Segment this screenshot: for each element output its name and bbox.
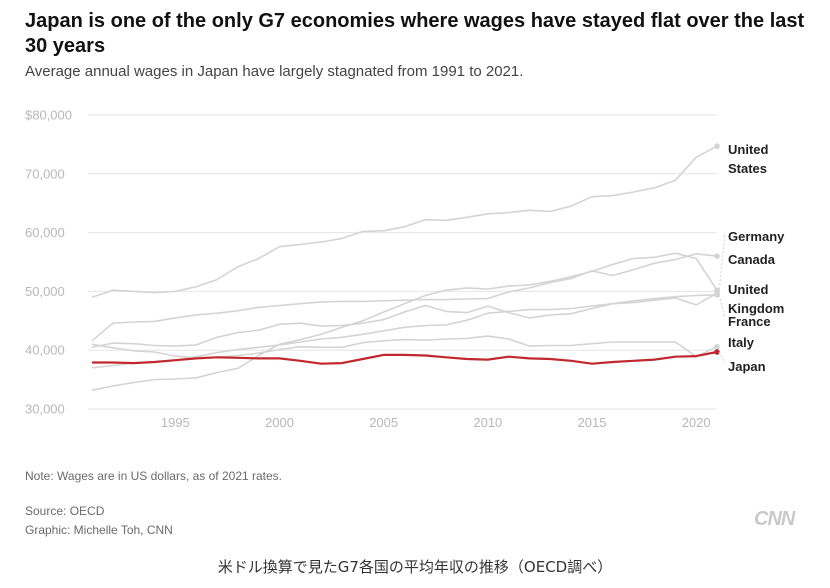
x-tick-label: 2020 — [682, 415, 711, 430]
x-tick-label: 2015 — [578, 415, 607, 430]
series-endpoint-italy — [714, 343, 720, 350]
x-tick-label: 2000 — [265, 415, 294, 430]
series-label-japan: Japan — [728, 359, 766, 374]
series-label-line: Kingdom — [728, 301, 784, 316]
series-labels: United States Germany Canada United KingdomFr… — [718, 142, 785, 374]
chart-note: Note: Wages are in US dollars, as of 202… — [25, 469, 283, 483]
grid-lines — [88, 114, 717, 410]
x-tick-label: 1995 — [161, 415, 190, 430]
series-endpoint-united-states — [714, 143, 720, 149]
source-text: Source: OECD — [25, 504, 105, 518]
series-label-line: United — [728, 142, 769, 157]
series-line-france — [91, 294, 718, 369]
label-leader-france — [718, 294, 726, 319]
series-label-united-kingdom: United Kingdom — [728, 282, 784, 316]
series-label-united-states: United States — [728, 142, 769, 176]
series-line-united-states — [91, 145, 718, 299]
x-tick-label: 2005 — [369, 415, 398, 430]
series-label-line: Japan — [728, 359, 766, 374]
x-tick-label: 2010 — [473, 415, 502, 430]
cnn-logo: CNN — [754, 508, 795, 530]
series-line-japan — [92, 350, 718, 365]
series-line-united-kingdom — [91, 252, 718, 391]
image-caption: 米ドル換算で見たG7各国の平均年収の推移（OECD調べ） — [217, 558, 613, 576]
series-endpoint-france — [714, 292, 720, 298]
series-label-line: Italy — [728, 335, 755, 350]
series-line-canada — [91, 253, 718, 342]
series-label-line: France — [728, 314, 771, 329]
series-endpoint-japan — [714, 349, 720, 355]
graphic-credit: Graphic: Michelle Toh, CNN — [25, 523, 173, 537]
series-lines — [91, 143, 720, 391]
series-endpoint-canada — [714, 253, 720, 259]
y-tick-label: 60,000 — [25, 225, 65, 240]
y-tick-label: 70,000 — [25, 166, 65, 181]
series-label-line: Germany — [728, 229, 785, 244]
series-label-germany: Germany — [728, 229, 785, 244]
series-label-line: United — [728, 282, 769, 297]
chart-title: Japan is one of the only G7 economies wh… — [25, 10, 805, 57]
y-tick-label: 50,000 — [25, 284, 65, 299]
x-axis-ticks: 1995 2000 2005 2010 2015 2020 — [161, 415, 711, 430]
y-tick-label: $80,000 — [25, 108, 72, 123]
series-label-italy: Italy — [728, 335, 755, 350]
y-axis-ticks: 30,000 40,000 50,000 60,000 70,000 $80,000 — [25, 108, 72, 417]
y-tick-label: 30,000 — [25, 402, 65, 417]
series-endpoint-united-kingdom — [714, 287, 720, 294]
y-tick-label: 40,000 — [25, 343, 65, 358]
series-label-line: States — [728, 161, 767, 176]
series-label-france: France — [728, 314, 771, 329]
label-leader-japan — [718, 351, 726, 364]
label-leader-germany — [718, 232, 726, 294]
series-label-line: Canada — [728, 252, 776, 267]
chart-subtitle: Average annual wages in Japan have large… — [25, 63, 524, 80]
line-chart: 30,000 40,000 50,000 60,000 70,000 $80,000 19… — [25, 108, 785, 431]
series-label-canada: Canada — [728, 252, 776, 267]
